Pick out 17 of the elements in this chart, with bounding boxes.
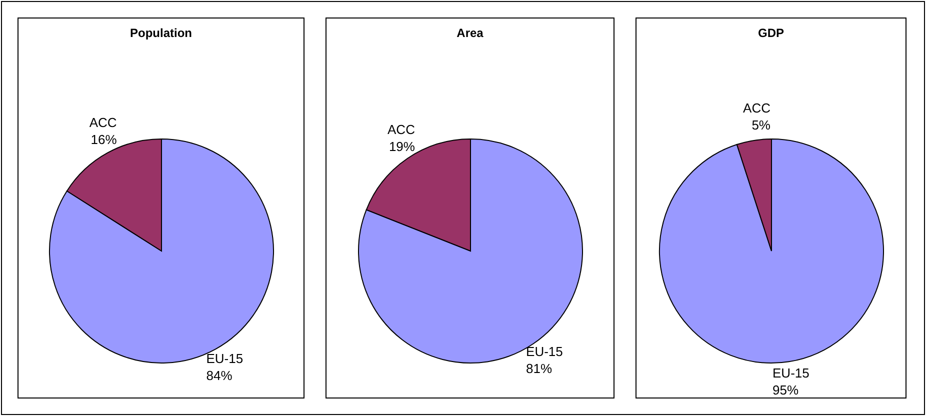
- data-label: 16%: [90, 132, 118, 148]
- pie-slice: [358, 138, 583, 364]
- data-label: 5%: [752, 117, 771, 132]
- chart-title: Population: [130, 26, 192, 40]
- slice-label: EU-15: [772, 366, 810, 381]
- data-label: 95%: [772, 382, 799, 398]
- slice-label: ACC: [743, 100, 770, 116]
- data-label: 84%: [206, 368, 233, 383]
- data-label: 81%: [526, 361, 553, 376]
- pie-slice: [659, 138, 884, 364]
- slice-label: ACC: [89, 115, 117, 130]
- slice-label: EU-15: [206, 350, 244, 366]
- chart-title: Area: [456, 26, 484, 40]
- chart-title: GDP: [758, 26, 784, 40]
- slice-label: ACC: [388, 122, 415, 137]
- data-label: 19%: [388, 138, 416, 154]
- slice-label: EU-15: [526, 344, 563, 360]
